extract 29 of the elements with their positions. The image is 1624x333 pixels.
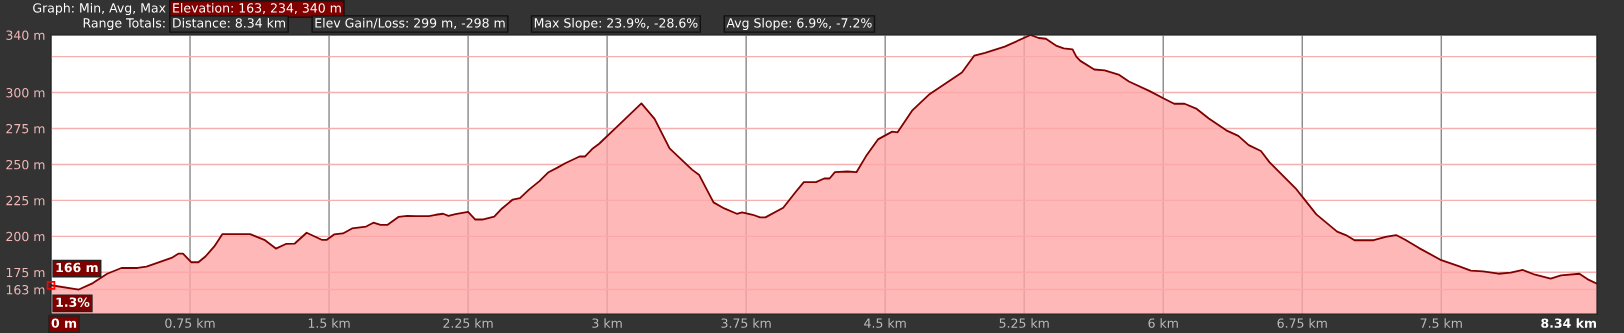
x-tick-label: 6.75 km bbox=[1277, 318, 1327, 328]
annotation: 166 m bbox=[56, 262, 98, 273]
y-tick-label: 250 m bbox=[6, 159, 45, 170]
x-tick-label: 0 m bbox=[51, 318, 77, 328]
x-tick-label: 3 km bbox=[592, 318, 622, 328]
text: Elevation: 163, 234, 340 m bbox=[173, 2, 341, 14]
x-tick-label: 8.34 km bbox=[1541, 318, 1597, 328]
text: Avg Slope: 6.9%, -7.2% bbox=[726, 17, 872, 31]
x-tick-label: 7.5 km bbox=[1420, 318, 1462, 328]
x-tick-label: 1.5 km bbox=[308, 318, 350, 328]
text: Max Slope: 23.9%, -28.6% bbox=[534, 17, 698, 31]
text: Elev Gain/Loss: 299 m, -298 m bbox=[315, 17, 505, 29]
x-tick-label: 4.5 km bbox=[864, 318, 906, 328]
text: Distance: 8.34 km bbox=[173, 17, 285, 28]
x-tick-label: 2.25 km bbox=[443, 318, 493, 328]
y-tick-label: 275 m bbox=[6, 123, 45, 134]
y-tick-label: 175 m bbox=[6, 267, 45, 278]
text: Range Totals: bbox=[83, 17, 165, 31]
y-tick-label: 300 m bbox=[6, 88, 45, 98]
x-tick-label: 0.75 km bbox=[165, 318, 215, 328]
text: Graph: Min, Avg, Max bbox=[33, 2, 166, 16]
annotation: 1.3% bbox=[56, 297, 90, 307]
y-tick-label: 200 m bbox=[6, 231, 45, 242]
x-tick-label: 3.75 km bbox=[721, 318, 771, 328]
x-tick-label: 6 km bbox=[1148, 318, 1178, 328]
y-tick-label: 163 m bbox=[6, 285, 45, 295]
y-tick-label: 225 m bbox=[6, 195, 45, 206]
y-tick-label: 340 m bbox=[6, 30, 45, 40]
x-tick-label: 5.25 km bbox=[999, 318, 1049, 328]
